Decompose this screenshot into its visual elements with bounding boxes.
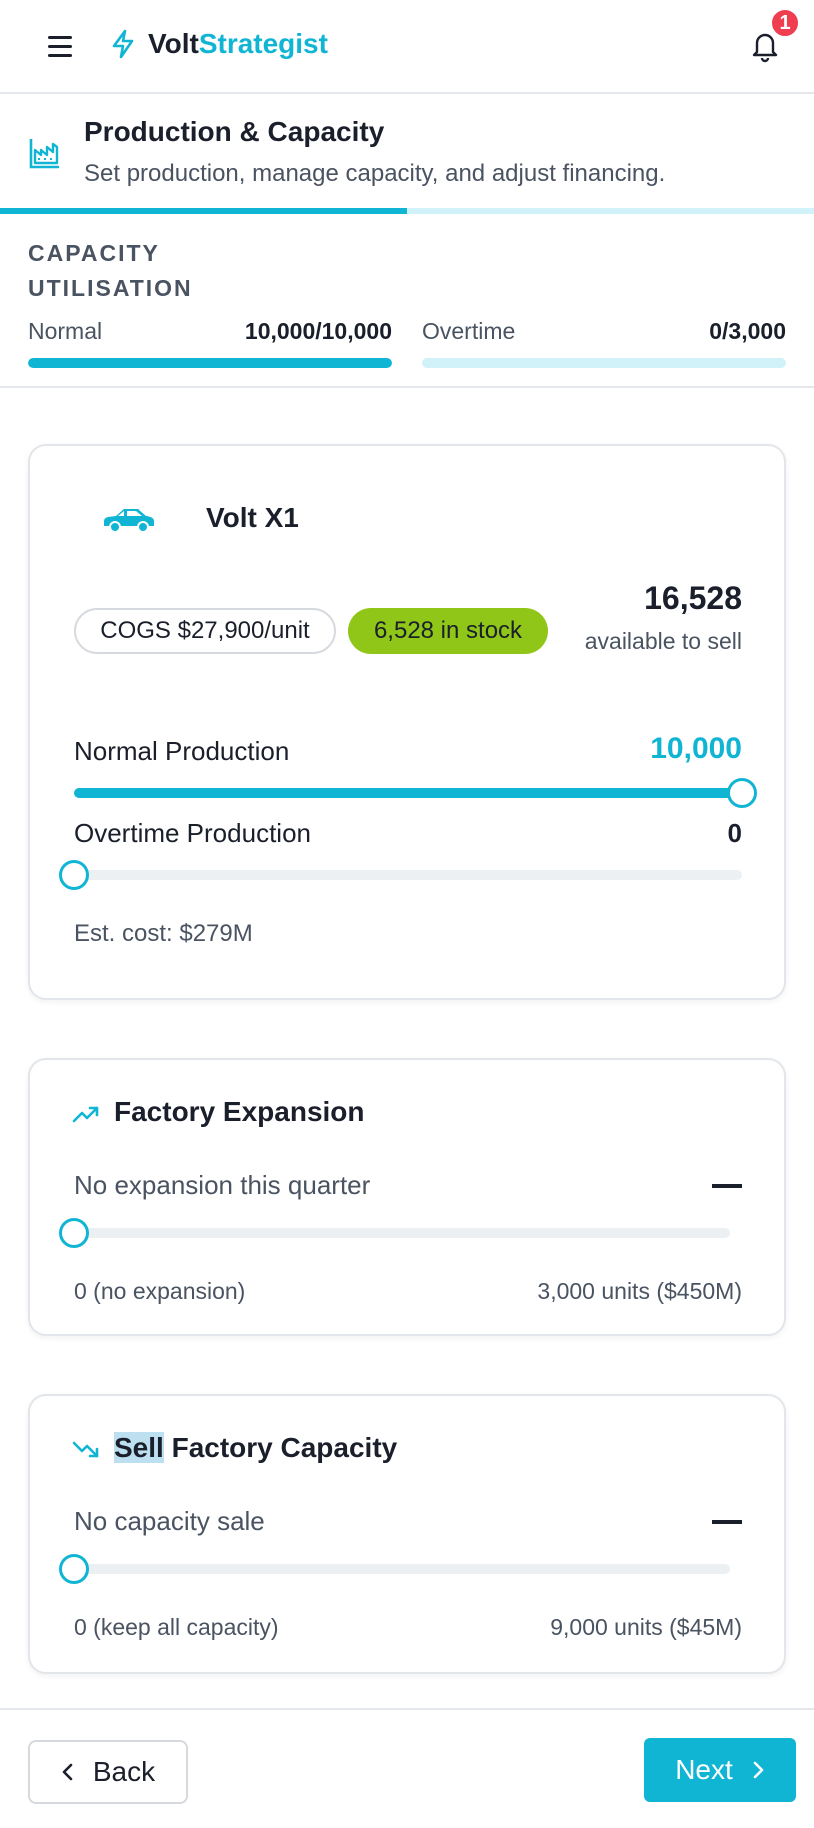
expansion-max-label: 3,000 units ($450M) [537,1278,742,1304]
top-bar: VoltStrategist 1 [0,0,814,94]
step-progress-fill [0,208,407,214]
available-number: 16,528 [644,580,742,616]
next-button-label: Next [675,1754,733,1785]
menu-icon-line [48,53,72,57]
capacity-overtime-value: 0/3,000 [709,318,786,344]
notification-badge: 1 [770,8,800,38]
overtime-production-label: Overtime Production [74,818,311,848]
factory-chart-icon [29,139,59,169]
sell-status: No capacity sale [74,1506,265,1536]
page-subtitle: Set production, manage capacity, and adj… [84,160,666,187]
capacity-overtime-bar [422,358,786,368]
expansion-title: Factory Expansion [114,1096,365,1127]
available-label: available to sell [584,628,742,654]
trending-down-icon [72,1441,99,1458]
menu-icon-line [48,35,72,39]
sell-min-label: 0 (keep all capacity) [74,1614,279,1640]
page-title: Production & Capacity [84,116,385,147]
sell-capacity-card: Sell Factory Capacity No capacity sale 0… [28,1394,786,1674]
sell-capacity-thumb[interactable] [59,1554,89,1584]
sell-max-label: 9,000 units ($45M) [550,1614,742,1640]
overtime-production-slider[interactable] [59,860,742,890]
expansion-slider[interactable] [59,1218,730,1248]
sell-title: Sell Factory Capacity [114,1432,397,1464]
normal-production-label: Normal Production [74,736,290,766]
chevron-right-icon [753,1761,764,1779]
capacity-normal-bar [28,358,392,368]
car-icon [104,509,154,533]
normal-production-value: 10,000 [650,732,742,765]
expansion-min-label: 0 (no expansion) [74,1278,246,1304]
back-button[interactable]: Back [28,1740,188,1804]
cogs-badge: COGS $27,900/unit [74,608,336,654]
sell-value-dash [712,1520,742,1524]
brand-name-part2: Strategist [198,28,328,59]
estimated-cost: Est. cost: $279M [74,920,253,947]
capacity-normal-value: 10,000/10,000 [244,318,392,344]
capacity-overtime-label: Overtime [422,318,516,344]
footer-nav: Back Next [0,1708,814,1828]
next-button[interactable]: Next [644,1738,796,1802]
overtime-production-thumb[interactable] [59,860,89,890]
normal-production-slider[interactable] [74,778,757,808]
chevron-left-icon [62,1763,73,1781]
lightning-icon [112,29,134,59]
expansion-status: No expansion this quarter [74,1170,371,1200]
product-card: Volt X1 COGS $27,900/unit 6,528 in stock… [28,444,786,1000]
overtime-production-value: 0 [727,818,742,848]
capacity-title: CAPACITY UTILISATION [28,240,193,301]
bell-icon[interactable] [748,28,782,64]
hamburger-menu-button[interactable] [44,30,76,62]
step-progress-bar [0,208,814,214]
capacity-normal-fill [28,358,392,368]
stock-badge: 6,528 in stock [348,608,548,654]
factory-expansion-card: Factory Expansion No expansion this quar… [28,1058,786,1336]
normal-production-fill [74,788,742,798]
capacity-utilisation-panel: CAPACITY UTILISATION Normal 10,000/10,00… [0,214,814,388]
normal-production-thumb[interactable] [727,778,757,808]
back-button-label: Back [92,1756,156,1787]
sell-title-rest: Factory Capacity [163,1432,398,1463]
product-name: Volt X1 [206,502,299,533]
app-logo[interactable]: VoltStrategist [110,28,328,60]
expansion-value-dash [712,1184,742,1188]
step-header: Production & Capacity Set production, ma… [0,96,814,212]
expansion-thumb[interactable] [59,1218,89,1248]
capacity-normal-label: Normal [28,318,103,344]
sell-capacity-slider[interactable] [59,1554,730,1584]
trending-up-icon [72,1106,99,1123]
menu-icon-line [48,44,72,48]
brand-name-part1: Volt [148,28,199,59]
sell-title-highlight: Sell [114,1432,164,1463]
